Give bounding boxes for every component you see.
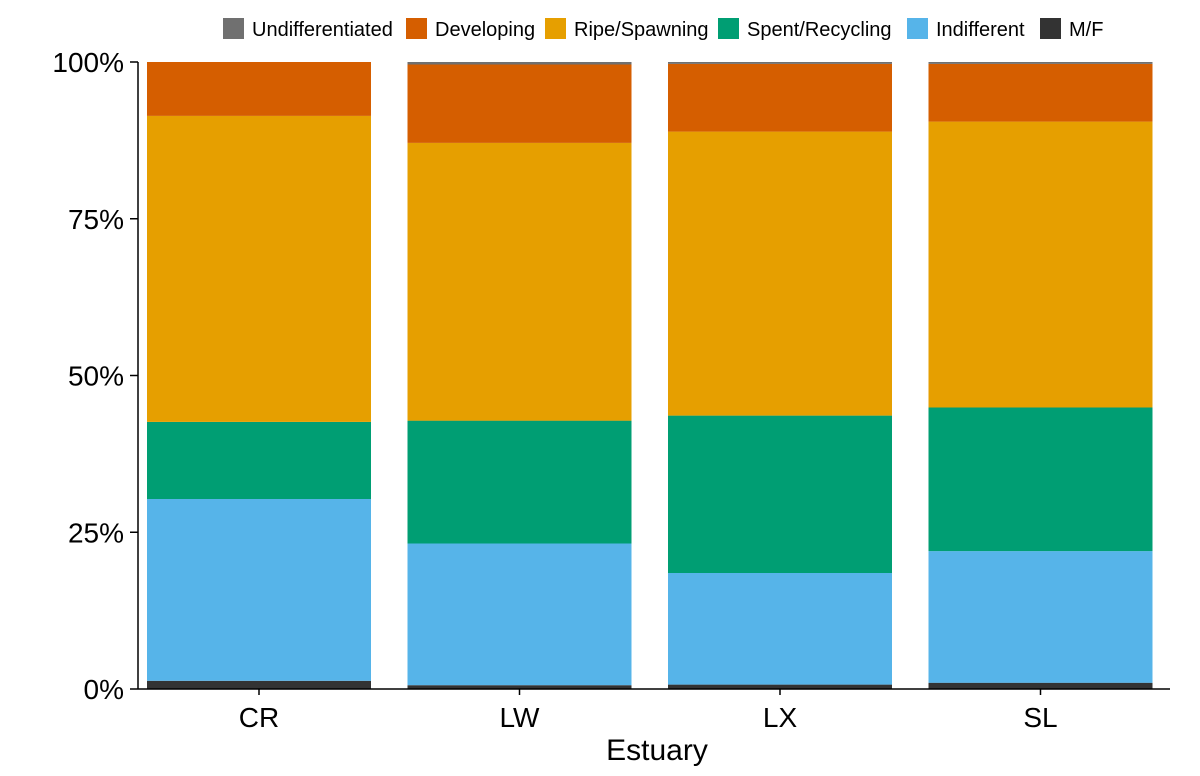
bar-segment-lw-4 bbox=[407, 142, 632, 421]
legend-label: M/F bbox=[1069, 19, 1103, 41]
bar-segment-lw-6 bbox=[407, 62, 632, 65]
legend-label: Indifferent bbox=[936, 19, 1025, 41]
bars bbox=[147, 62, 1153, 689]
legend-swatch bbox=[223, 18, 244, 39]
bar-segment-lw-2 bbox=[407, 543, 632, 686]
bar-segment-lw-5 bbox=[407, 64, 632, 143]
y-tick-label: 75% bbox=[68, 204, 124, 235]
legend-swatch bbox=[406, 18, 427, 39]
legend-swatch bbox=[907, 18, 928, 39]
legend-label: Spent/Recycling bbox=[747, 19, 892, 41]
bar-segment-sl-5 bbox=[928, 63, 1153, 122]
bar-segment-cr-5 bbox=[147, 62, 371, 116]
bar-segment-lw-3 bbox=[407, 420, 632, 544]
x-tick-label: LW bbox=[500, 702, 540, 733]
legend-swatch bbox=[718, 18, 739, 39]
legend-swatch bbox=[1040, 18, 1061, 39]
bar-segment-lx-4 bbox=[668, 131, 892, 416]
legend-label: Developing bbox=[435, 19, 535, 41]
bar-segment-lx-1 bbox=[668, 684, 892, 689]
bar-segment-lx-2 bbox=[668, 573, 892, 685]
bar-segment-cr-1 bbox=[147, 680, 371, 689]
x-tick-label: LX bbox=[763, 702, 798, 733]
x-tick-label: CR bbox=[239, 702, 279, 733]
y-tick-label: 0% bbox=[84, 674, 124, 705]
bar-segment-cr-3 bbox=[147, 421, 371, 499]
bar-segment-sl-6 bbox=[928, 62, 1153, 64]
legend: Undifferentiated Developing Ripe/Spawning S… bbox=[223, 18, 1103, 41]
bar-segment-lw-1 bbox=[407, 685, 632, 689]
bar-segment-sl-2 bbox=[928, 551, 1153, 683]
legend-label: Ripe/Spawning bbox=[574, 19, 709, 41]
bar-segment-lx-6 bbox=[668, 62, 892, 64]
bar-segment-cr-2 bbox=[147, 499, 371, 681]
bar-segment-lx-5 bbox=[668, 63, 892, 132]
x-axis-title: Estuary bbox=[606, 734, 708, 767]
x-tick-label: SL bbox=[1023, 702, 1057, 733]
y-tick-label: 25% bbox=[68, 517, 124, 548]
bar-segment-sl-1 bbox=[928, 682, 1153, 689]
bar-segment-lx-3 bbox=[668, 415, 892, 573]
bar-segment-cr-4 bbox=[147, 115, 371, 422]
bar-segment-sl-3 bbox=[928, 407, 1153, 552]
y-tick-label: 50% bbox=[68, 361, 124, 392]
x-ticks: CR LW LX SL bbox=[239, 689, 1058, 733]
legend-swatch bbox=[545, 18, 566, 39]
legend-label: Undifferentiated bbox=[252, 19, 393, 41]
y-ticks: 0% 25% 50% 75% 100% bbox=[52, 47, 138, 705]
bar-segment-sl-4 bbox=[928, 121, 1153, 408]
y-tick-label: 100% bbox=[52, 47, 124, 78]
